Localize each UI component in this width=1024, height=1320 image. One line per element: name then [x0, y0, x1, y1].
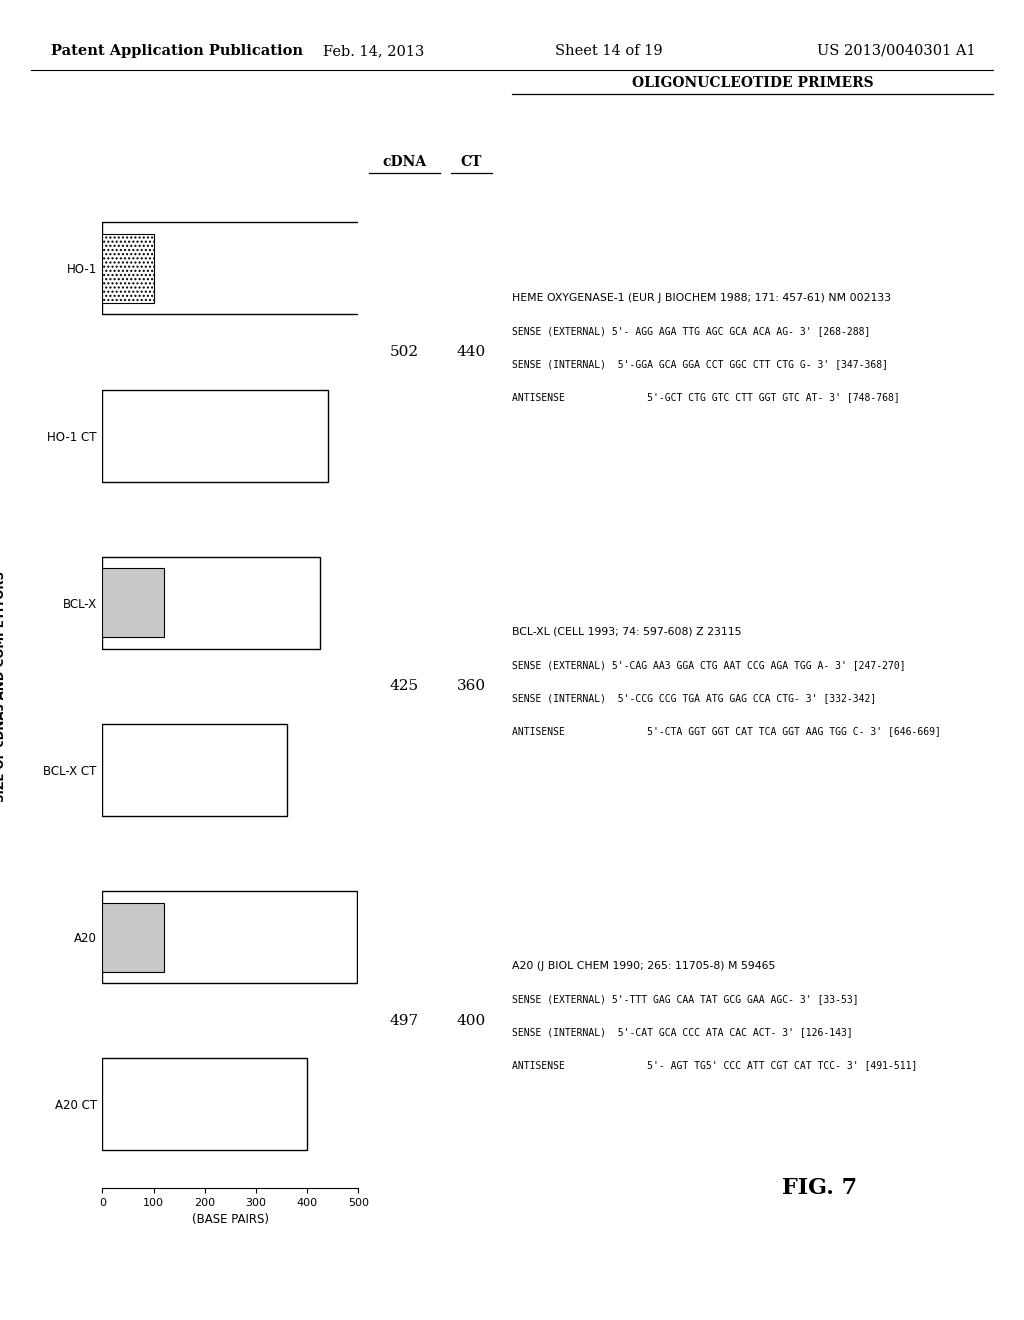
- Text: SIZE OF cDNAs AND COMPETITORS: SIZE OF cDNAs AND COMPETITORS: [0, 570, 6, 801]
- Text: Patent Application Publication: Patent Application Publication: [51, 44, 303, 58]
- Text: ANTISENSE              5'- AGT TG5' CCC ATT CGT CAT TCC- 3' [491-511]: ANTISENSE 5'- AGT TG5' CCC ATT CGT CAT T…: [512, 1060, 918, 1071]
- Text: 360: 360: [457, 680, 485, 693]
- Text: cDNA: cDNA: [382, 154, 427, 169]
- Text: 400: 400: [457, 1014, 485, 1028]
- Text: US 2013/0040301 A1: US 2013/0040301 A1: [817, 44, 975, 58]
- Text: ANTISENSE              5'-CTA GGT GGT CAT TCA GGT AAG TGG C- 3' [646-669]: ANTISENSE 5'-CTA GGT GGT CAT TCA GGT AAG…: [512, 726, 941, 737]
- Text: ANTISENSE              5'-GCT CTG GTC CTT GGT GTC AT- 3' [748-768]: ANTISENSE 5'-GCT CTG GTC CTT GGT GTC AT-…: [512, 392, 900, 401]
- X-axis label: (BASE PAIRS): (BASE PAIRS): [191, 1213, 269, 1226]
- Text: CT: CT: [461, 154, 481, 169]
- Text: 425: 425: [390, 680, 419, 693]
- Bar: [102, 903, 164, 972]
- Text: 440: 440: [457, 345, 485, 359]
- Bar: [102, 557, 319, 648]
- Text: SENSE (INTERNAL)  5'-CCG CCG TGA ATG GAG CCA CTG- 3' [332-342]: SENSE (INTERNAL) 5'-CCG CCG TGA ATG GAG …: [512, 693, 877, 704]
- Text: Feb. 14, 2013: Feb. 14, 2013: [324, 44, 424, 58]
- Text: SENSE (EXTERNAL) 5'- AGG AGA TTG AGC GCA ACA AG- 3' [268-288]: SENSE (EXTERNAL) 5'- AGG AGA TTG AGC GCA…: [512, 326, 870, 335]
- Text: A20 (J BIOL CHEM 1990; 265: 11705-8) M 59465: A20 (J BIOL CHEM 1990; 265: 11705-8) M 5…: [512, 961, 775, 972]
- Text: SENSE (EXTERNAL) 5'-CAG AA3 GGA CTG AAT CCG AGA TGG A- 3' [247-270]: SENSE (EXTERNAL) 5'-CAG AA3 GGA CTG AAT …: [512, 660, 905, 671]
- Text: SENSE (INTERNAL)  5'-GGA GCA GGA CCT GGC CTT CTG G- 3' [347-368]: SENSE (INTERNAL) 5'-GGA GCA GGA CCT GGC …: [512, 359, 888, 368]
- Bar: [102, 1059, 307, 1150]
- Text: SENSE (INTERNAL)  5'-CAT GCA CCC ATA CAC ACT- 3' [126-143]: SENSE (INTERNAL) 5'-CAT GCA CCC ATA CAC …: [512, 1027, 853, 1038]
- Text: HEME OXYGENASE-1 (EUR J BIOCHEM 1988; 171: 457-61) NM 002133: HEME OXYGENASE-1 (EUR J BIOCHEM 1988; 17…: [512, 293, 891, 302]
- Text: Sheet 14 of 19: Sheet 14 of 19: [555, 44, 664, 58]
- Text: 497: 497: [390, 1014, 419, 1028]
- Bar: [102, 223, 359, 314]
- Text: FIG. 7: FIG. 7: [781, 1177, 857, 1199]
- Text: OLIGONUCLEOTIDE PRIMERS: OLIGONUCLEOTIDE PRIMERS: [632, 75, 873, 90]
- Bar: [102, 569, 164, 638]
- Bar: [102, 234, 154, 302]
- Text: 502: 502: [390, 345, 419, 359]
- Text: SENSE (EXTERNAL) 5'-TTT GAG CAA TAT GCG GAA AGC- 3' [33-53]: SENSE (EXTERNAL) 5'-TTT GAG CAA TAT GCG …: [512, 994, 859, 1005]
- Bar: [102, 725, 287, 816]
- Bar: [102, 891, 356, 983]
- Text: BCL-XL (CELL 1993; 74: 597-608) Z 23115: BCL-XL (CELL 1993; 74: 597-608) Z 23115: [512, 627, 741, 638]
- Bar: [102, 389, 328, 482]
